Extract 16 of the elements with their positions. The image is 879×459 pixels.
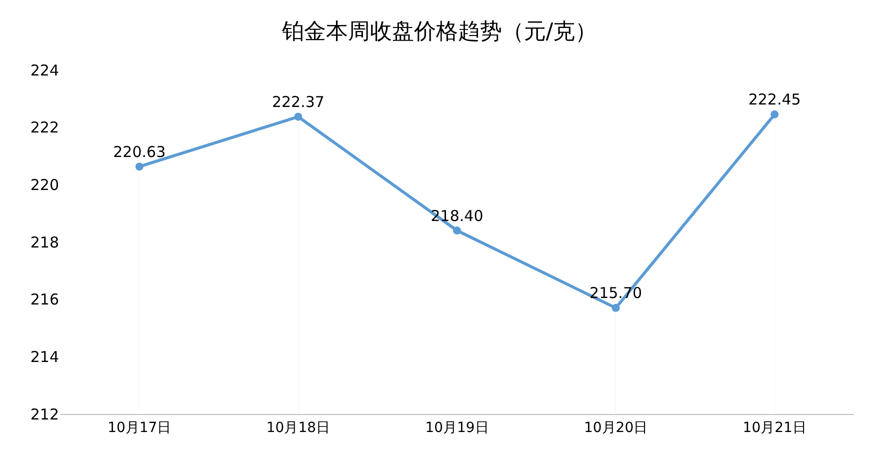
y-tick-label: 224 xyxy=(30,61,59,80)
data-label: 220.63 xyxy=(113,142,166,161)
x-tick-label: 10月21日 xyxy=(742,420,806,436)
data-label: 222.45 xyxy=(748,90,801,109)
y-tick-label: 220 xyxy=(30,176,59,194)
x-tick-label: 10月19日 xyxy=(425,420,489,436)
y-tick-label: 218 xyxy=(30,233,59,252)
x-tick-label: 10月20日 xyxy=(584,420,648,436)
chart-title: 铂金本周收盘价格趋势（元/克） xyxy=(280,19,598,44)
data-label: 222.37 xyxy=(272,92,324,111)
y-tick-label: 216 xyxy=(30,290,59,309)
y-tick-label: 222 xyxy=(30,118,59,137)
y-tick-label: 214 xyxy=(30,348,59,366)
y-tick-label: 212 xyxy=(30,405,59,424)
x-tick-label: 10月18日 xyxy=(266,420,330,436)
x-tick-label: 10月17日 xyxy=(108,420,172,436)
